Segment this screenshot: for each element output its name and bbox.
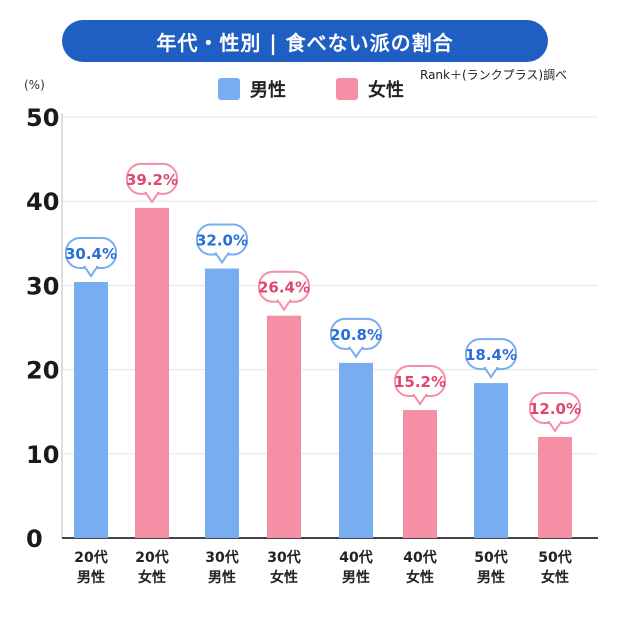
legend-swatch-male <box>218 78 240 100</box>
x-tick-label: 30代男性 <box>194 548 250 588</box>
bar-6 <box>474 383 508 538</box>
y-tick-label: 0 <box>26 525 43 553</box>
legend-label-female: 女性 <box>368 80 404 101</box>
x-tick-label-gender: 男性 <box>342 570 370 586</box>
x-tick-label-age: 30代 <box>267 550 301 566</box>
legend-swatch-female <box>336 78 358 100</box>
x-tick-label-age: 30代 <box>205 550 239 566</box>
chart-title: 年代・性別 | 食べない派の割合 <box>62 20 548 62</box>
x-tick-label: 40代女性 <box>392 548 448 588</box>
bar-3 <box>267 315 301 538</box>
value-callout: 18.4% <box>465 338 517 379</box>
bar-2 <box>205 268 239 538</box>
value-callout: 39.2% <box>126 162 178 204</box>
legend-label-male: 男性 <box>250 80 286 101</box>
value-label: 20.8% <box>330 326 382 344</box>
x-tick-label-age: 20代 <box>74 550 108 566</box>
y-tick-label: 20 <box>26 357 59 385</box>
bar-5 <box>403 410 437 538</box>
value-label: 18.4% <box>465 346 517 364</box>
x-tick-label: 50代男性 <box>463 548 519 588</box>
value-callout: 15.2% <box>394 365 446 406</box>
bar-0 <box>74 282 108 538</box>
y-tick-label: 30 <box>26 272 59 300</box>
value-callout: 32.0% <box>196 223 248 265</box>
bar-1 <box>135 207 169 538</box>
x-tick-label-age: 50代 <box>538 550 572 566</box>
value-label: 30.4% <box>65 245 117 263</box>
x-tick-label-gender: 女性 <box>270 570 298 586</box>
x-tick-label-age: 20代 <box>135 550 169 566</box>
x-tick-label-gender: 女性 <box>138 570 166 586</box>
x-tick-label: 50代女性 <box>527 548 583 588</box>
legend: 男性 女性 <box>218 76 444 102</box>
x-tick-label: 40代男性 <box>328 548 384 588</box>
x-tick-label: 30代女性 <box>256 548 312 588</box>
value-callout: 26.4% <box>258 270 310 312</box>
bar-7 <box>538 436 572 538</box>
x-tick-label-gender: 男性 <box>477 570 505 586</box>
legend-item-male: 男性 <box>218 76 286 102</box>
value-callout: 30.4% <box>65 237 117 278</box>
source-note: Rank＋(ランクプラス)調べ <box>420 68 568 82</box>
y-tick-label: 10 <box>26 441 59 469</box>
value-label: 15.2% <box>394 373 446 391</box>
x-tick-label-gender: 男性 <box>77 570 105 586</box>
x-tick-label: 20代女性 <box>124 548 180 588</box>
value-label: 39.2% <box>126 171 178 189</box>
x-tick-label-age: 40代 <box>339 550 373 566</box>
bar-4 <box>339 362 373 538</box>
y-tick-label: 50 <box>26 104 59 132</box>
value-label: 12.0% <box>529 400 581 418</box>
value-label: 32.0% <box>196 232 248 250</box>
x-tick-label-gender: 女性 <box>541 570 569 586</box>
x-tick-label: 20代男性 <box>63 548 119 588</box>
value-label: 26.4% <box>258 279 310 297</box>
x-tick-label-gender: 女性 <box>406 570 434 586</box>
x-tick-label-age: 40代 <box>403 550 437 566</box>
y-tick-label: 40 <box>26 188 59 216</box>
value-callout: 20.8% <box>330 317 382 359</box>
y-axis-unit: (%) <box>24 78 45 92</box>
x-tick-label-gender: 男性 <box>208 570 236 586</box>
x-tick-label-age: 50代 <box>474 550 508 566</box>
value-callout: 12.0% <box>529 391 581 433</box>
legend-item-female: 女性 <box>336 76 404 102</box>
